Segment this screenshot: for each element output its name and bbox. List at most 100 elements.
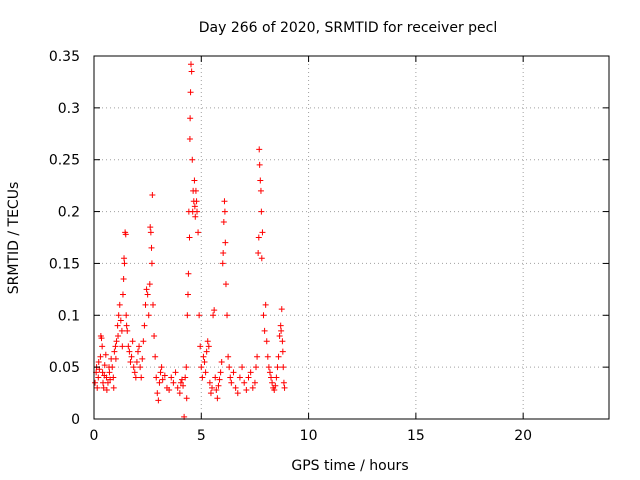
data-point <box>221 208 228 215</box>
data-point <box>119 343 126 350</box>
data-point <box>136 343 143 350</box>
data-point <box>146 281 153 288</box>
data-point <box>269 379 276 386</box>
data-point <box>95 374 102 381</box>
x-tick-label: 20 <box>514 428 532 444</box>
data-point <box>168 374 175 381</box>
data-point <box>102 351 109 358</box>
data-point <box>264 353 271 360</box>
y-tick-label: 0.1 <box>58 308 80 324</box>
data-point <box>204 338 211 345</box>
data-point <box>177 379 184 386</box>
data-point <box>268 374 275 381</box>
data-point <box>256 161 263 168</box>
data-point <box>232 384 239 391</box>
data-point <box>125 343 132 350</box>
data-point <box>103 386 110 393</box>
data-point <box>178 376 185 383</box>
data-point <box>95 358 102 365</box>
data-point <box>100 384 107 391</box>
data-point <box>192 213 199 220</box>
data-point <box>243 386 250 393</box>
data-point <box>132 374 139 381</box>
data-point <box>174 384 181 391</box>
data-point <box>184 312 191 319</box>
y-tick-label: 0.2 <box>58 205 80 221</box>
data-point <box>239 364 246 371</box>
data-point <box>221 198 228 205</box>
data-point <box>278 327 285 334</box>
data-point <box>116 301 123 308</box>
data-point <box>130 364 137 371</box>
data-point <box>121 255 128 262</box>
data-point <box>94 384 101 391</box>
data-point <box>172 369 179 376</box>
data-point <box>200 353 207 360</box>
data-point <box>191 203 198 210</box>
y-tick-labels: 0 0.05 0.1 0.15 0.2 0.25 0.3 0.35 <box>49 49 80 428</box>
plot-frame <box>93 55 610 420</box>
data-point <box>101 362 108 369</box>
data-point <box>261 327 268 334</box>
x-tick-label: 10 <box>300 428 318 444</box>
chart-title: Day 266 of 2020, SRMTID for receiver pec… <box>199 20 498 36</box>
data-point <box>110 374 117 381</box>
data-point <box>106 369 113 376</box>
data-point <box>140 338 147 345</box>
data-point <box>183 395 190 402</box>
data-point <box>249 384 256 391</box>
data-point <box>218 358 225 365</box>
data-point <box>272 382 279 389</box>
data-point <box>245 374 252 381</box>
data-point <box>187 61 194 68</box>
data-point <box>103 374 110 381</box>
data-point <box>104 379 111 386</box>
data-point <box>120 275 127 282</box>
data-point <box>265 364 272 371</box>
data-point <box>279 338 286 345</box>
data-point <box>98 335 105 342</box>
y-tick-label: 0.25 <box>49 153 80 169</box>
data-point <box>92 379 99 386</box>
data-point <box>121 260 128 267</box>
data-point <box>99 369 106 376</box>
data-point <box>122 231 129 238</box>
data-point <box>129 338 136 345</box>
data-point <box>203 348 210 355</box>
y-tick-label: 0 <box>71 412 80 428</box>
data-point <box>220 218 227 225</box>
data-point <box>236 374 243 381</box>
data-point <box>161 372 168 379</box>
data-point <box>112 355 119 362</box>
data-point <box>280 379 287 386</box>
data-point <box>114 322 121 329</box>
data-point <box>127 358 134 365</box>
data-point <box>234 390 241 397</box>
data-point <box>278 306 285 313</box>
data-point <box>109 364 116 371</box>
data-point <box>255 234 262 241</box>
data-point <box>219 260 226 267</box>
data-point <box>230 369 237 376</box>
data-point <box>142 301 149 308</box>
data-point <box>211 307 218 314</box>
data-point <box>123 312 130 319</box>
data-point <box>151 333 158 340</box>
data-point <box>241 379 248 386</box>
data-point <box>263 338 270 345</box>
data-point <box>222 239 229 246</box>
data-point <box>155 397 162 404</box>
axis-ticks <box>93 55 609 420</box>
x-tick-label: 0 <box>90 428 99 444</box>
data-point <box>159 376 166 383</box>
data-point <box>212 374 219 381</box>
data-point <box>117 317 124 324</box>
data-point <box>225 353 232 360</box>
data-point <box>188 68 195 75</box>
data-point <box>99 343 106 350</box>
x-tick-label: 15 <box>407 428 425 444</box>
grid-lines <box>94 56 609 419</box>
data-point <box>281 384 288 391</box>
data-point <box>183 364 190 371</box>
data-point <box>107 376 114 383</box>
